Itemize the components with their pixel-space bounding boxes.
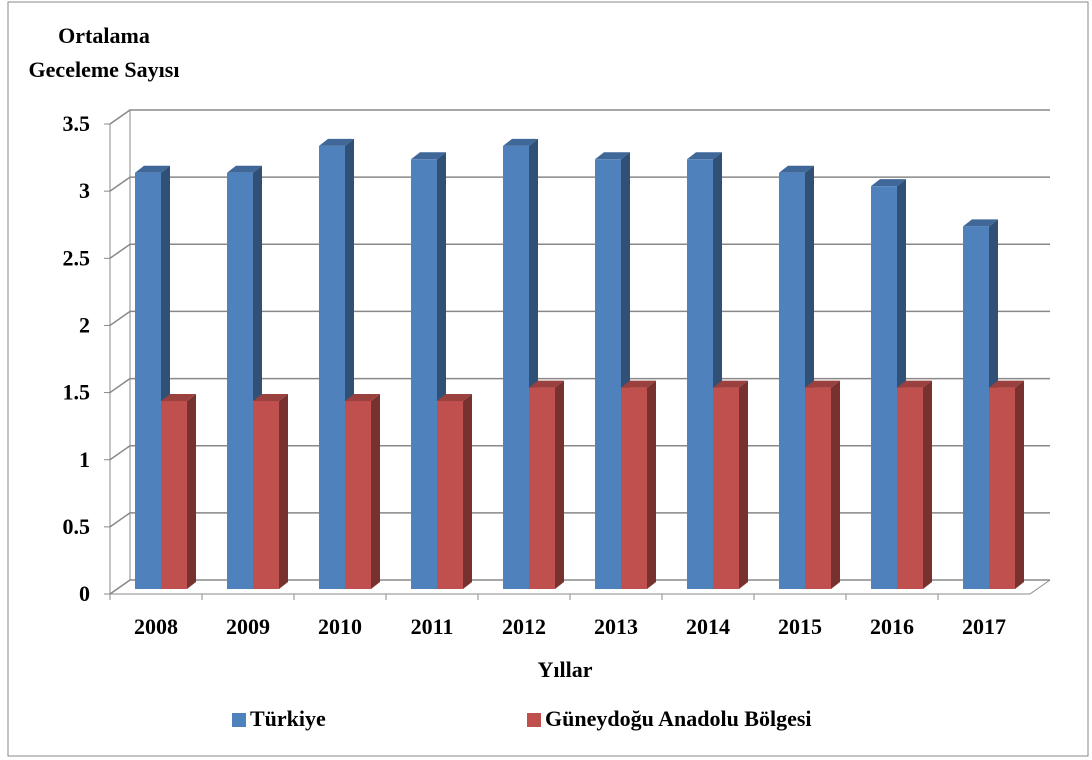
bar xyxy=(621,380,656,589)
x-tick-label: 2016 xyxy=(870,614,914,639)
bar-top xyxy=(319,138,354,146)
bar-front xyxy=(253,401,279,589)
y-tick-label: 3.5 xyxy=(63,111,91,136)
bar-top xyxy=(135,165,170,173)
grid-line xyxy=(109,176,1050,192)
x-tick-label: 2017 xyxy=(962,614,1006,639)
bar-side xyxy=(831,380,840,589)
bar-front xyxy=(897,387,923,589)
x-axis-title: Yıllar xyxy=(538,657,593,682)
bar-side xyxy=(279,394,288,589)
bar-top xyxy=(989,380,1024,388)
bar-top xyxy=(871,179,906,187)
bar-top xyxy=(227,165,262,173)
bar-side xyxy=(187,394,196,589)
grid-line xyxy=(109,377,1050,394)
bar-front xyxy=(805,387,831,589)
bar xyxy=(897,380,932,589)
bar xyxy=(989,380,1024,589)
bar-front xyxy=(621,387,647,589)
x-tick-label: 2013 xyxy=(594,614,638,639)
bar-front xyxy=(595,159,621,590)
grid-line xyxy=(109,243,1050,259)
bar-top xyxy=(713,380,748,388)
bar-top xyxy=(897,380,932,388)
bar-front xyxy=(161,401,187,589)
bar xyxy=(161,394,196,589)
floor-right xyxy=(1029,579,1051,595)
legend-label: Türkiye xyxy=(250,706,326,731)
bar-front xyxy=(411,159,437,590)
bar-top xyxy=(595,152,630,160)
bar-top xyxy=(805,380,840,388)
y-tick-label: 0 xyxy=(79,581,90,606)
x-tick-label: 2009 xyxy=(226,614,270,639)
bar-top xyxy=(687,152,722,160)
y-tick-label: 1.5 xyxy=(63,380,91,405)
bar-front xyxy=(437,401,463,589)
bar-top xyxy=(345,394,380,401)
x-tick-label: 2008 xyxy=(134,614,178,639)
bar-front xyxy=(135,172,161,589)
x-tick-label: 2011 xyxy=(411,614,454,639)
y-axis-title: Geceleme Sayısı xyxy=(29,57,180,82)
grid-line xyxy=(109,310,1050,327)
bar-side xyxy=(1015,380,1024,589)
bar-front xyxy=(503,145,529,589)
legend-swatch xyxy=(527,713,541,727)
y-tick-label: 2 xyxy=(79,312,90,337)
bar-front xyxy=(345,401,371,589)
bar-front xyxy=(529,387,555,589)
bar xyxy=(805,380,840,589)
bar-top xyxy=(621,380,656,388)
bar-front xyxy=(871,186,897,589)
bar-front xyxy=(319,145,345,589)
bar-top xyxy=(529,380,564,388)
bar-top xyxy=(437,394,472,401)
bar-front xyxy=(227,172,253,589)
bar-top xyxy=(253,394,288,401)
bar-front xyxy=(963,226,989,589)
bar-top xyxy=(411,152,446,160)
y-tick-label: 0.5 xyxy=(63,514,91,539)
bar xyxy=(713,380,748,589)
legend-label: Güneydoğu Anadolu Bölgesi xyxy=(545,706,812,731)
x-tick-label: 2010 xyxy=(318,614,362,639)
bar-side xyxy=(555,380,564,589)
legend-swatch xyxy=(232,713,246,727)
bar-top xyxy=(963,219,998,227)
y-axis-title: Ortalama xyxy=(58,23,150,48)
y-tick-label: 1 xyxy=(79,447,90,472)
bar-front xyxy=(779,172,805,589)
grid-line xyxy=(109,109,1050,125)
bar-top xyxy=(503,138,538,146)
x-tick-label: 2012 xyxy=(502,614,546,639)
bar xyxy=(135,165,170,589)
bar xyxy=(529,380,564,589)
bar-side xyxy=(739,380,748,589)
bar-side xyxy=(923,380,932,589)
bar xyxy=(411,152,446,590)
bar xyxy=(253,394,288,589)
y-tick-label: 3 xyxy=(79,178,90,203)
bar xyxy=(871,179,906,589)
bar-top xyxy=(161,394,196,401)
bar-front xyxy=(713,387,739,589)
bar-side xyxy=(647,380,656,589)
bar-front xyxy=(989,387,1015,589)
bar xyxy=(345,394,380,589)
x-tick-label: 2015 xyxy=(778,614,822,639)
bar-side xyxy=(371,394,380,589)
y-tick-label: 2.5 xyxy=(63,245,91,270)
bar xyxy=(437,394,472,589)
x-tick-label: 2014 xyxy=(686,614,730,639)
bar-side xyxy=(463,394,472,589)
bar-front xyxy=(687,159,713,590)
bar-top xyxy=(779,165,814,173)
